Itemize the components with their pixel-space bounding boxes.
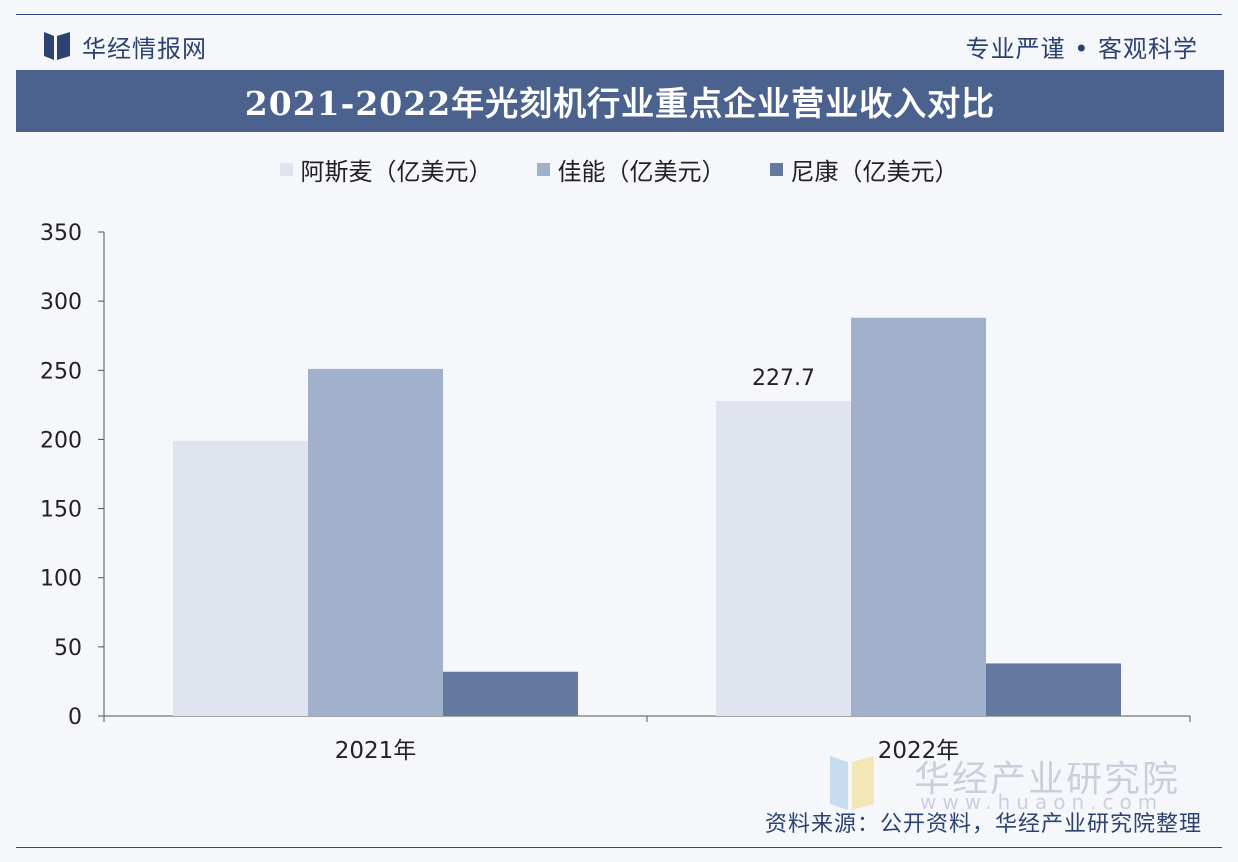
x-tick-label: 2022年 xyxy=(878,738,960,764)
legend-item-canon: 佳能（亿美元） xyxy=(536,152,726,187)
legend-swatch-canon xyxy=(536,163,550,176)
legend-item-nikon: 尼康（亿美元） xyxy=(769,152,959,187)
bar-canon-0 xyxy=(308,368,443,716)
brand-logo-icon xyxy=(44,32,70,60)
legend-swatch-nikon xyxy=(769,163,783,176)
legend-label-canon: 佳能（亿美元） xyxy=(557,158,726,186)
chart-frame xyxy=(16,14,1222,848)
y-tick-label: 0 xyxy=(68,705,82,730)
tagline: 专业严谨 • 客观科学 xyxy=(965,35,1198,63)
watermark-url: www.huaon.com xyxy=(920,790,1164,814)
y-tick-label: 150 xyxy=(40,498,82,523)
watermark: 华经产业研究院 www.huaon.com xyxy=(830,752,1190,814)
legend-swatch-asml xyxy=(279,163,293,176)
bar-nikon-0 xyxy=(443,671,578,716)
bar-asml-0 xyxy=(173,440,308,716)
bar-canon-1 xyxy=(851,317,986,716)
y-tick-label: 350 xyxy=(40,221,82,246)
source-note: 资料来源：公开资料，华经产业研究院整理 xyxy=(764,812,1202,837)
y-tick-label: 200 xyxy=(40,428,82,453)
chart-title: 2021-2022年光刻机行业重点企业营业收入对比 xyxy=(244,84,996,123)
y-tick-label: 100 xyxy=(40,567,82,592)
watermark-text: 华经产业研究院 xyxy=(914,759,1181,800)
x-tick-label: 2021年 xyxy=(335,738,417,764)
y-tick-label: 300 xyxy=(40,290,82,315)
watermark-logo-icon xyxy=(830,756,874,810)
bar-asml-1 xyxy=(716,401,851,716)
y-tick-label: 50 xyxy=(54,636,82,661)
legend-item-asml: 阿斯麦（亿美元） xyxy=(279,152,493,187)
data-label: 227.7 xyxy=(752,366,815,391)
title-bar: 2021-2022年光刻机行业重点企业营业收入对比 xyxy=(16,70,1224,132)
legend-label-asml: 阿斯麦（亿美元） xyxy=(300,158,493,186)
chart-legend: 阿斯麦（亿美元） 佳能（亿美元） 尼康（亿美元） xyxy=(0,152,1238,187)
bar-nikon-1 xyxy=(986,663,1121,716)
legend-label-nikon: 尼康（亿美元） xyxy=(790,158,959,186)
brand-name: 华经情报网 xyxy=(82,35,207,63)
y-tick-label: 250 xyxy=(40,359,82,384)
